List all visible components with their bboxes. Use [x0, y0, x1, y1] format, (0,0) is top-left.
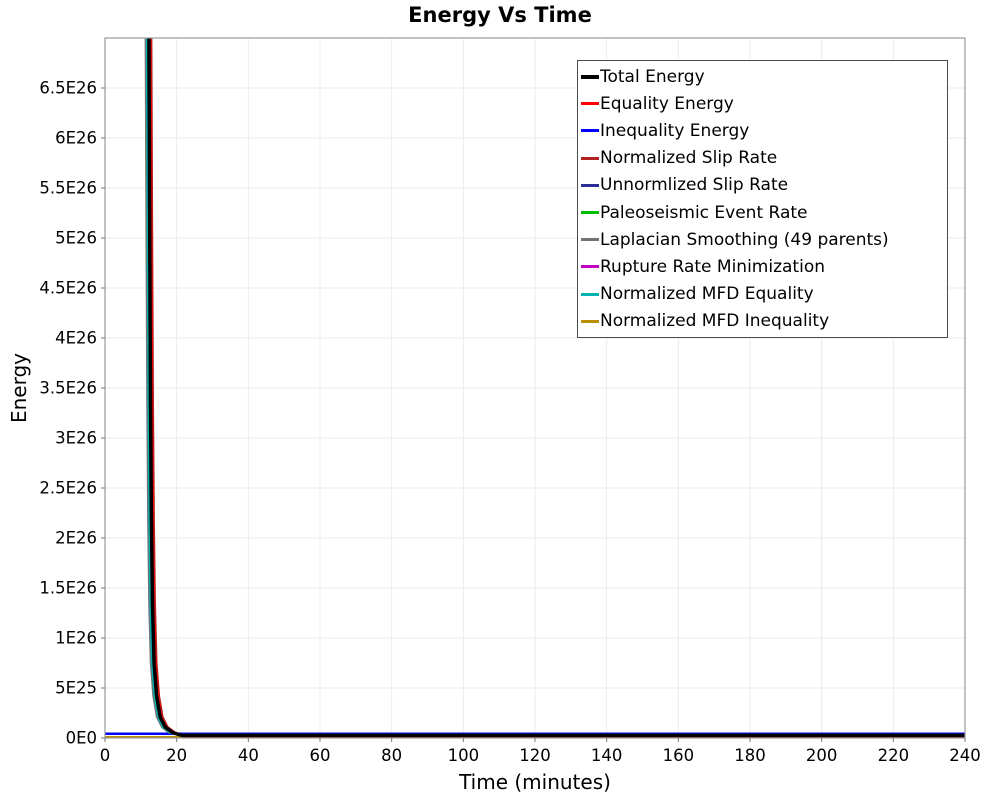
- x-axis-title: Time (minutes): [459, 770, 611, 794]
- y-tick-label: 1E26: [55, 629, 97, 648]
- legend-item: Unnormlized Slip Rate: [581, 172, 944, 199]
- x-tick-label: 180: [734, 746, 766, 765]
- legend-line-swatch-icon: [581, 292, 599, 296]
- legend-line-swatch-icon: [581, 211, 599, 215]
- legend-line-swatch-icon: [581, 183, 599, 187]
- x-tick-label: 200: [806, 746, 838, 765]
- y-tick-label: 4.5E26: [39, 279, 97, 298]
- y-tick-label: 3E26: [55, 429, 97, 448]
- x-tick-label: 160: [663, 746, 695, 765]
- legend-item-label: Unnormlized Slip Rate: [600, 175, 789, 196]
- legend-item: Total Energy: [581, 63, 944, 90]
- x-tick-label: 40: [238, 746, 259, 765]
- legend-line-swatch-icon: [581, 319, 599, 323]
- legend-item-label: Total Energy: [600, 66, 705, 87]
- x-tick-label: 140: [591, 746, 623, 765]
- legend-line-swatch-icon: [581, 238, 599, 242]
- x-tick-label: 20: [166, 746, 187, 765]
- y-tick-label: 2.5E26: [39, 479, 97, 498]
- legend: Total Energy Equality Energy Inequality …: [577, 60, 948, 338]
- y-tick-labels: 0E0 5E25 1E26 1.5E26 2E26 2.5E26 3E26 3.5E26 4E2…: [39, 79, 97, 748]
- y-tick-label: 1.5E26: [39, 579, 97, 598]
- legend-item: Paleoseismic Event Rate: [581, 199, 944, 226]
- y-tick-label: 6.5E26: [39, 79, 97, 98]
- x-tick-label: 120: [519, 746, 551, 765]
- x-tick-label: 240: [949, 746, 981, 765]
- y-tick-label: 5E25: [55, 679, 97, 698]
- y-tick-label: 6E26: [55, 129, 97, 148]
- legend-item-label: Normalized MFD Equality: [600, 284, 814, 305]
- legend-item-label: Rupture Rate Minimization: [600, 256, 825, 277]
- legend-item-label: Normalized Slip Rate: [600, 148, 778, 169]
- x-tick-label: 0: [100, 746, 111, 765]
- legend-line-swatch-icon: [581, 129, 599, 133]
- legend-item-label: Normalized MFD Inequality: [600, 311, 830, 332]
- series-lines: [105, 38, 965, 738]
- legend-line-swatch-icon: [581, 74, 599, 79]
- x-tick-label: 100: [448, 746, 480, 765]
- series-line-total-energy: [147, 38, 965, 738]
- x-tick-label: 60: [310, 746, 331, 765]
- y-tick-label: 2E26: [55, 529, 97, 548]
- legend-item: Rupture Rate Minimization: [581, 253, 944, 280]
- legend-item: Laplacian Smoothing (49 parents): [581, 226, 944, 253]
- legend-item-label: Equality Energy: [600, 93, 734, 114]
- legend-item: Normalized Slip Rate: [581, 145, 944, 172]
- legend-item: Equality Energy: [581, 90, 944, 117]
- legend-item-label: Laplacian Smoothing (49 parents): [600, 229, 889, 250]
- y-tick-label: 0E0: [66, 729, 97, 748]
- legend-item-label: Paleoseismic Event Rate: [600, 202, 808, 223]
- y-axis-title: Energy: [7, 352, 31, 424]
- x-tick-label: 80: [381, 746, 402, 765]
- legend-line-swatch-icon: [581, 156, 599, 160]
- y-tick-label: 5E26: [55, 229, 97, 248]
- y-tick-label: 4E26: [55, 329, 97, 348]
- legend-item: Inequality Energy: [581, 117, 944, 144]
- tick-marks: [101, 87, 966, 742]
- x-tick-label: 220: [878, 746, 910, 765]
- legend-item: Normalized MFD Equality: [581, 281, 944, 308]
- legend-item-label: Inequality Energy: [600, 120, 750, 141]
- legend-line-swatch-icon: [581, 265, 599, 269]
- y-tick-label: 3.5E26: [39, 379, 97, 398]
- legend-line-swatch-icon: [581, 102, 599, 106]
- legend-item: Normalized MFD Inequality: [581, 308, 944, 335]
- x-tick-labels: 0 20 40 60 80 100 120 140 160 180 200 220 240: [100, 746, 981, 765]
- chart-title: Energy Vs Time: [408, 3, 592, 27]
- y-tick-label: 5.5E26: [39, 179, 97, 198]
